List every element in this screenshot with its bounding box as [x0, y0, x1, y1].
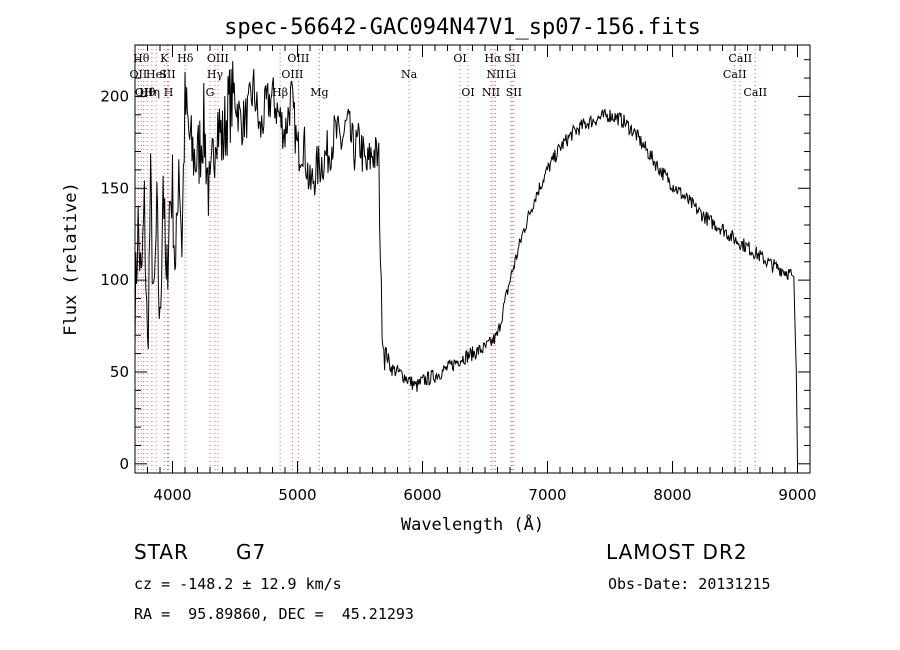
x-tick-label: 4000 [153, 486, 191, 504]
spectral-line-label: Mg [310, 86, 328, 99]
y-tick-label: 200 [100, 87, 129, 105]
spectral-line-label: G [206, 86, 215, 99]
x-axis-label: Wavelength (Å) [401, 513, 544, 535]
spectral-line-label: H [164, 86, 174, 99]
spectral-line-label: OIII [287, 52, 309, 65]
spectral-line-label: SII [506, 86, 522, 99]
x-tick-label: 6000 [403, 486, 441, 504]
spectral-line-label: Hθ [133, 52, 150, 65]
y-tick-label: 150 [100, 179, 129, 197]
spectral-line-label: Hγ [207, 68, 224, 81]
y-tick-label: 100 [100, 271, 129, 289]
spectral-line-label: OII [135, 86, 153, 99]
spectral-line-label: Na [401, 68, 418, 81]
spectral-line-label: OII [130, 68, 148, 81]
spectral-line-label: Hα [484, 52, 502, 65]
spectral-line-label: K [160, 52, 169, 65]
obs-date-text: Obs-Date: 20131215 [608, 575, 771, 593]
spectral-line-label: SII [504, 52, 520, 65]
spectral-line-label: HeI [146, 68, 166, 81]
spectral-line-label: NII [482, 86, 500, 99]
spectral-line-label: NII [486, 68, 504, 81]
x-tick-label: 8000 [653, 486, 691, 504]
x-tick-label: 9000 [778, 486, 816, 504]
spectral-line-label: Hη [144, 86, 160, 99]
spectral-line-label: CaII [728, 52, 752, 65]
spectral-line-label: OI [453, 52, 466, 65]
spectral-line-label: CaII [743, 86, 767, 99]
spectral-line-label: Hβ [272, 86, 288, 99]
coordinates-text: RA = 95.89860, DEC = 45.21293 [134, 605, 414, 623]
spectral-line-label: OIII [207, 52, 229, 65]
y-tick-label: 0 [119, 455, 129, 473]
spectral-line-label: CaII [723, 68, 747, 81]
subclass-label: G7 [236, 540, 267, 564]
plot-frame [134, 44, 811, 474]
spectral-line-label: SII [159, 68, 175, 81]
spectral-line-label: Li [505, 68, 516, 81]
chart-title: spec-56642-GAC094N47V1_sp07-156.fits [224, 15, 701, 40]
spectral-line-label: OI [461, 86, 474, 99]
spectrum-line [134, 61, 798, 464]
spectral-line-label: Hδ [177, 52, 194, 65]
spectral-line-label: OIII [281, 68, 303, 81]
x-tick-label: 5000 [278, 486, 316, 504]
survey-label: LAMOST DR2 [606, 540, 748, 564]
redshift-text: cz = -148.2 ± 12.9 km/s [134, 575, 342, 593]
class-label: STAR [134, 540, 189, 564]
y-tick-label: 50 [110, 363, 129, 381]
y-axis-label: Flux (relative) [61, 182, 81, 336]
x-tick-label: 7000 [528, 486, 566, 504]
